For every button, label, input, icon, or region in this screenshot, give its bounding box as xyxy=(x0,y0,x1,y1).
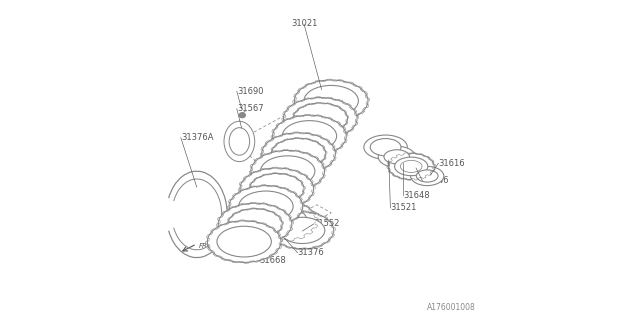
Ellipse shape xyxy=(370,139,401,156)
Ellipse shape xyxy=(251,150,324,192)
Text: 31648: 31648 xyxy=(403,191,430,200)
Ellipse shape xyxy=(273,115,346,157)
Ellipse shape xyxy=(250,173,304,204)
Ellipse shape xyxy=(304,85,358,116)
Ellipse shape xyxy=(229,128,250,155)
Text: 31021: 31021 xyxy=(291,20,317,28)
Ellipse shape xyxy=(239,113,246,118)
Ellipse shape xyxy=(388,153,435,180)
Ellipse shape xyxy=(228,209,282,239)
Ellipse shape xyxy=(280,217,324,244)
Ellipse shape xyxy=(271,212,334,249)
Ellipse shape xyxy=(218,203,292,245)
Ellipse shape xyxy=(260,156,315,187)
Ellipse shape xyxy=(262,133,335,174)
Ellipse shape xyxy=(229,186,303,227)
Ellipse shape xyxy=(411,166,444,186)
Text: A176001008: A176001008 xyxy=(426,303,475,312)
Text: 31521: 31521 xyxy=(390,204,417,212)
Text: FRONT: FRONT xyxy=(198,243,222,249)
Ellipse shape xyxy=(401,160,422,172)
Ellipse shape xyxy=(378,146,415,167)
Text: 31376A: 31376A xyxy=(181,133,213,142)
Ellipse shape xyxy=(417,170,438,182)
Text: 31567: 31567 xyxy=(237,104,264,113)
Ellipse shape xyxy=(293,103,348,134)
Ellipse shape xyxy=(217,226,271,257)
Ellipse shape xyxy=(384,150,410,164)
Ellipse shape xyxy=(364,135,408,159)
Ellipse shape xyxy=(282,121,337,151)
Ellipse shape xyxy=(207,221,281,262)
Text: 31668: 31668 xyxy=(259,256,286,265)
Ellipse shape xyxy=(294,80,368,122)
Ellipse shape xyxy=(239,191,293,222)
Text: 31616: 31616 xyxy=(438,159,465,168)
Text: 31690: 31690 xyxy=(237,87,263,96)
Text: 31376: 31376 xyxy=(298,248,324,257)
Text: 31552: 31552 xyxy=(314,220,340,228)
Ellipse shape xyxy=(240,168,314,210)
Text: 31546: 31546 xyxy=(422,176,449,185)
Ellipse shape xyxy=(259,207,307,235)
Ellipse shape xyxy=(224,121,255,162)
Ellipse shape xyxy=(284,98,357,139)
Ellipse shape xyxy=(250,201,317,241)
Ellipse shape xyxy=(271,138,326,169)
Ellipse shape xyxy=(395,157,428,176)
